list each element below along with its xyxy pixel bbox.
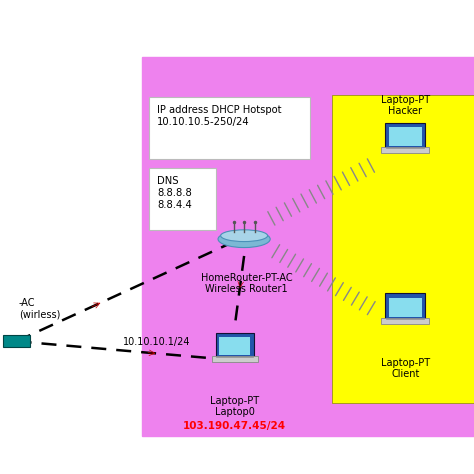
FancyBboxPatch shape [385,293,425,320]
Text: Laptop-PT
Laptop0: Laptop-PT Laptop0 [210,396,259,418]
FancyBboxPatch shape [219,337,250,355]
Ellipse shape [218,231,270,247]
Text: 103.190.47.45/24: 103.190.47.45/24 [183,421,286,431]
Text: Laptop-PT
Client: Laptop-PT Client [381,358,430,380]
FancyBboxPatch shape [212,356,257,362]
FancyBboxPatch shape [142,57,474,436]
FancyBboxPatch shape [3,335,30,347]
FancyBboxPatch shape [149,168,216,230]
Ellipse shape [221,230,267,242]
FancyBboxPatch shape [385,123,425,149]
Text: HomeRouter-PT-AC
Wireless Router1: HomeRouter-PT-AC Wireless Router1 [201,273,292,294]
FancyBboxPatch shape [381,147,429,153]
Text: IP address DHCP Hotspot
10.10.10.5-250/24: IP address DHCP Hotspot 10.10.10.5-250/2… [157,105,282,127]
FancyBboxPatch shape [149,97,310,159]
FancyBboxPatch shape [381,318,429,324]
FancyBboxPatch shape [332,95,474,403]
Text: 10.10.10.1/24: 10.10.10.1/24 [123,337,191,347]
Text: DNS
8.8.8.8
8.8.4.4: DNS 8.8.8.8 8.8.4.4 [157,176,192,210]
FancyBboxPatch shape [389,298,422,317]
Text: Laptop-PT
Hacker: Laptop-PT Hacker [381,94,430,116]
Text: -AC
(wirless): -AC (wirless) [19,298,60,320]
FancyBboxPatch shape [216,333,254,358]
FancyBboxPatch shape [389,127,422,146]
